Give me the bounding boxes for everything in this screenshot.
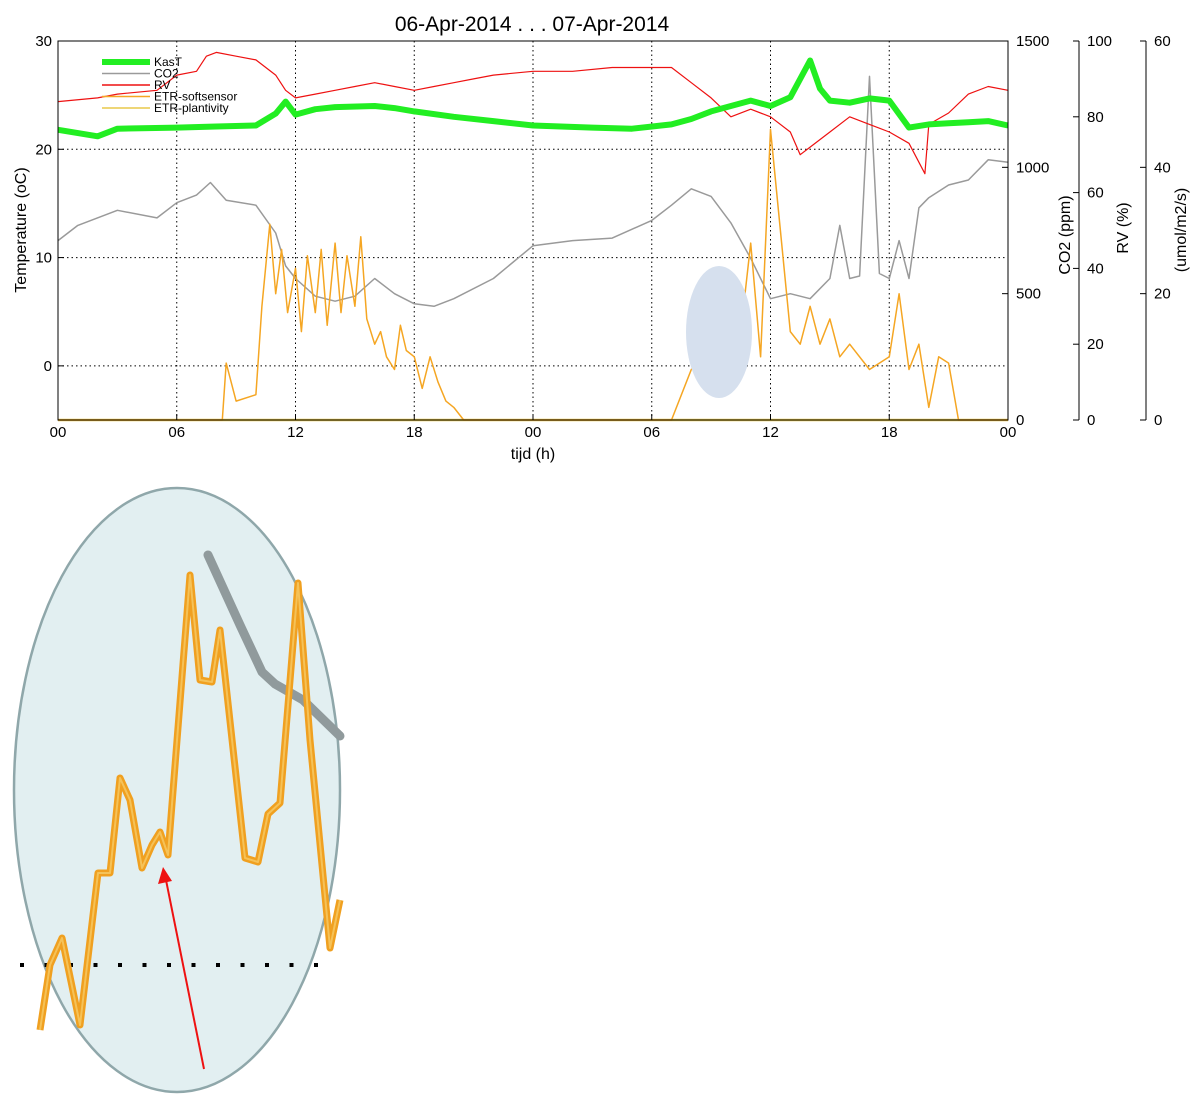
series-line-rv bbox=[57, 51, 1009, 175]
legend-label: ETR-softsensor bbox=[154, 90, 237, 104]
co2-axis-label: CO2 (ppm) bbox=[1057, 195, 1074, 274]
x-tick-label: 18 bbox=[406, 424, 423, 441]
x-tick-label: 12 bbox=[287, 424, 304, 441]
x-tick-label: 06 bbox=[643, 424, 660, 441]
annotation-arrow-shaft bbox=[165, 879, 205, 1070]
etr-tick-label: 20 bbox=[1154, 286, 1171, 303]
x-tick-label: 12 bbox=[762, 424, 779, 441]
legend-label: ETR-plantivity bbox=[154, 101, 229, 115]
etr-tick-label: 60 bbox=[1154, 33, 1171, 50]
inset-grid-dot bbox=[93, 963, 98, 967]
plot-axes: 00 06 12 18 00 06 12 18 000102030050010001500020… bbox=[35, 33, 1170, 441]
rv-tick-label: 0 bbox=[1087, 412, 1095, 429]
legend-label: CO2 bbox=[154, 67, 179, 81]
series-line-kast bbox=[57, 57, 1009, 140]
inset-grid-dot bbox=[289, 963, 294, 967]
temperature-tick-label: 20 bbox=[35, 141, 52, 158]
x-tick-label: 06 bbox=[168, 424, 185, 441]
co2-tick-label: 1000 bbox=[1016, 159, 1049, 176]
temperature-tick-label: 10 bbox=[35, 250, 52, 267]
inset-grid-dot bbox=[20, 963, 24, 967]
rv-tick-label: 80 bbox=[1087, 109, 1104, 126]
x-tick-label: 00 bbox=[1000, 424, 1017, 441]
temperature-tick-label: 30 bbox=[35, 33, 52, 50]
etr-tick-label: 40 bbox=[1154, 159, 1171, 176]
x-tick-label: 18 bbox=[881, 424, 898, 441]
inset-grid-dot bbox=[167, 963, 171, 967]
legend-label: RV bbox=[154, 78, 170, 92]
etr-axis-label: (umol/m2/s) bbox=[1173, 188, 1190, 272]
temperature-axis-label: Temperature (oC) bbox=[13, 167, 30, 292]
inset-ellipse bbox=[12, 486, 342, 1094]
rv-tick-label: 20 bbox=[1087, 336, 1104, 353]
inset-grid-dot bbox=[216, 963, 220, 967]
rv-tick-label: 100 bbox=[1087, 33, 1112, 50]
temperature-tick-label: 0 bbox=[44, 358, 52, 375]
etr-tick-label: 0 bbox=[1154, 412, 1162, 429]
co2-tick-label: 0 bbox=[1016, 412, 1024, 429]
inset-grid-dot bbox=[240, 963, 245, 967]
x-tick-label: 00 bbox=[525, 424, 542, 441]
inset-grid-dot bbox=[265, 963, 269, 967]
inset-grid-dot bbox=[142, 963, 147, 967]
series-line-co2 bbox=[57, 75, 1009, 308]
rv-axis-label: RV (%) bbox=[1115, 202, 1132, 253]
series-line-etr-softsensor bbox=[58, 128, 1008, 421]
x-tick-label: 00 bbox=[50, 424, 67, 441]
inset-grid-dot bbox=[314, 963, 318, 967]
inset-grid-dot bbox=[118, 963, 122, 967]
legend-label: KasT bbox=[154, 55, 183, 69]
inset-etr-highlight bbox=[39, 574, 341, 1031]
inset-grid-dot bbox=[191, 963, 196, 967]
highlight-ellipse bbox=[686, 266, 752, 398]
chart-title: 06-Apr-2014 . . . 07-Apr-2014 bbox=[395, 13, 670, 36]
x-axis-label: tijd (h) bbox=[511, 446, 555, 463]
co2-tick-label: 1500 bbox=[1016, 33, 1049, 50]
annotation-arrow-head bbox=[158, 867, 172, 884]
zoom-inset bbox=[12, 486, 345, 1094]
rv-tick-label: 60 bbox=[1087, 185, 1104, 202]
rv-tick-label: 40 bbox=[1087, 260, 1104, 277]
co2-tick-label: 500 bbox=[1016, 286, 1041, 303]
